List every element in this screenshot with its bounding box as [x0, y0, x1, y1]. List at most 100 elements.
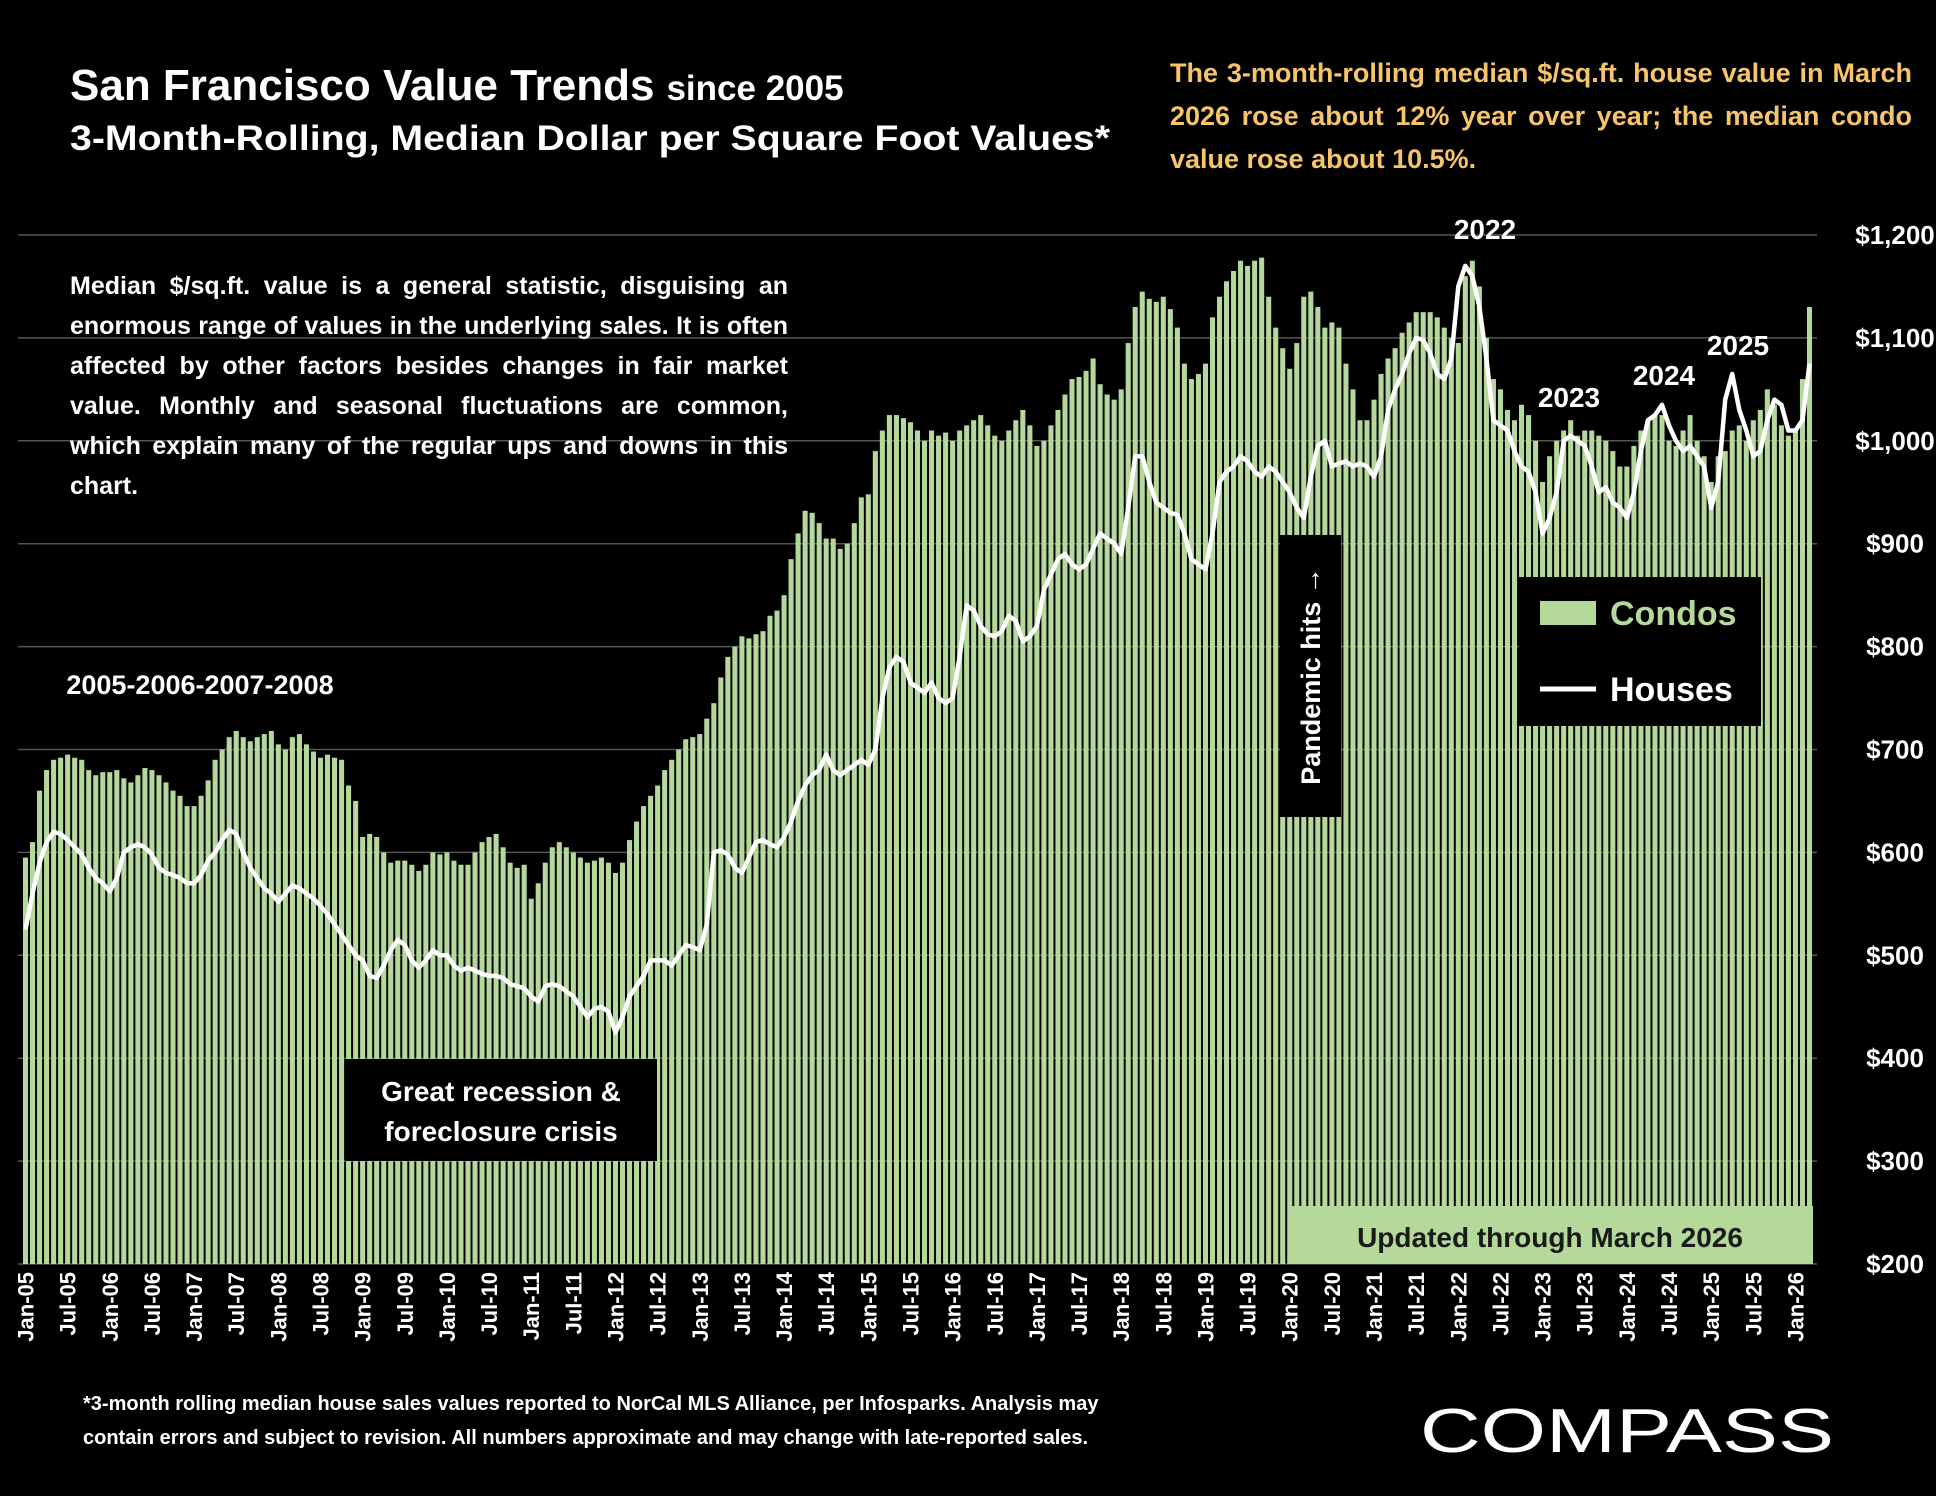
bar [1778, 425, 1784, 1264]
annotation: Updated through March 2026 [1357, 1222, 1743, 1253]
bar [1652, 415, 1658, 1264]
bar [1420, 312, 1426, 1264]
bar [191, 806, 197, 1264]
bar [634, 821, 640, 1264]
bar [1216, 296, 1223, 1264]
bar [1561, 430, 1567, 1264]
bar [114, 770, 120, 1264]
bar [1146, 298, 1152, 1265]
x-tick-label: Jul-08 [309, 1272, 334, 1336]
bar [1181, 363, 1187, 1264]
bar [1266, 296, 1272, 1264]
y-axis: $200 $300 $400 $500 $600 $700 $800 $900 $1,000 $1… [1855, 220, 1935, 1279]
bar [781, 595, 787, 1264]
bar [907, 422, 914, 1264]
bar [226, 737, 232, 1264]
bar [823, 538, 829, 1264]
bar [86, 770, 92, 1264]
y-tick-label: $800 [1866, 632, 1924, 662]
bar [381, 852, 387, 1264]
bar [22, 857, 29, 1264]
bar [1378, 373, 1384, 1264]
x-tick-label: Jan-18 [1109, 1272, 1134, 1342]
y-tick-label: $600 [1866, 837, 1924, 867]
legend-swatch [1540, 601, 1596, 625]
x-tick-label: Jan-25 [1699, 1272, 1724, 1342]
bar [914, 430, 921, 1264]
legend-label: Houses [1610, 671, 1733, 709]
bar [170, 790, 176, 1264]
bar [900, 418, 906, 1264]
y-tick-label: $1,000 [1855, 426, 1935, 456]
bar [254, 737, 260, 1264]
bar [1231, 271, 1237, 1264]
annotation: 2022 [1454, 214, 1516, 245]
x-tick-label: Jan-24 [1615, 1271, 1640, 1341]
bar [51, 759, 57, 1264]
bar [1055, 409, 1061, 1264]
bar [1518, 404, 1525, 1264]
bar [142, 768, 148, 1264]
bar [971, 420, 977, 1265]
x-tick-label: Jul-09 [393, 1272, 418, 1336]
bar [1792, 430, 1798, 1264]
bar [1090, 358, 1096, 1265]
x-tick-label: Jul-14 [814, 1271, 839, 1335]
bar [1575, 435, 1581, 1264]
bar [58, 757, 64, 1264]
y-tick-label: $200 [1866, 1249, 1924, 1279]
bar [72, 757, 78, 1264]
bar [1111, 399, 1117, 1264]
y-tick-label: $300 [1866, 1146, 1924, 1176]
x-axis: Jan-05 Jul-05 Jan-06 Jul-06 Jan-07 Jul-07 Jan-… [14, 1271, 1809, 1341]
bar [1441, 327, 1447, 1264]
x-tick-label: Jan-13 [688, 1272, 713, 1342]
bar [296, 734, 302, 1264]
bar [563, 847, 569, 1264]
bar [992, 435, 998, 1264]
bar [1533, 440, 1539, 1264]
bar [725, 656, 731, 1264]
bar [1006, 430, 1012, 1264]
bar [1526, 415, 1532, 1264]
bar [676, 749, 682, 1264]
logo: COMPASS [1420, 1397, 1834, 1466]
x-tick-label: Jul-20 [1320, 1272, 1345, 1336]
bar [851, 523, 857, 1264]
bar [107, 772, 113, 1264]
x-tick-label: Jan-11 [519, 1272, 544, 1341]
bar [37, 790, 43, 1264]
bar [1118, 389, 1124, 1265]
x-tick-label: Jul-11 [561, 1272, 586, 1334]
x-tick-label: Jan-23 [1531, 1272, 1556, 1342]
bar [289, 737, 295, 1264]
bar [627, 840, 633, 1264]
bar [430, 852, 436, 1264]
bar [1167, 309, 1173, 1264]
x-tick-label: Jul-12 [646, 1272, 671, 1336]
bar [1195, 373, 1201, 1264]
x-tick-label: Jan-26 [1783, 1272, 1808, 1342]
x-tick-label: Jul-17 [1067, 1272, 1092, 1336]
annotations: 2005-2006-2007-2008 Great recession & fore… [66, 214, 1813, 1264]
annotation: 2023 [1538, 382, 1600, 413]
bar [360, 836, 366, 1264]
bar [978, 415, 984, 1264]
bar [1659, 415, 1665, 1264]
x-tick-label: Jul-24 [1657, 1271, 1682, 1335]
x-tick-label: Jul-21 [1404, 1272, 1429, 1336]
bar [1364, 420, 1370, 1265]
bar [1406, 322, 1412, 1265]
bar [1399, 332, 1405, 1264]
bar [943, 432, 949, 1264]
annotation-box [1288, 1206, 1813, 1264]
x-tick-label: Jul-06 [140, 1272, 165, 1336]
bar [1259, 257, 1265, 1264]
bar [1048, 425, 1054, 1264]
bar [156, 775, 162, 1264]
x-tick-label: Jul-10 [477, 1272, 502, 1336]
bar [1547, 456, 1553, 1264]
bar [872, 451, 878, 1265]
bar [669, 759, 675, 1264]
